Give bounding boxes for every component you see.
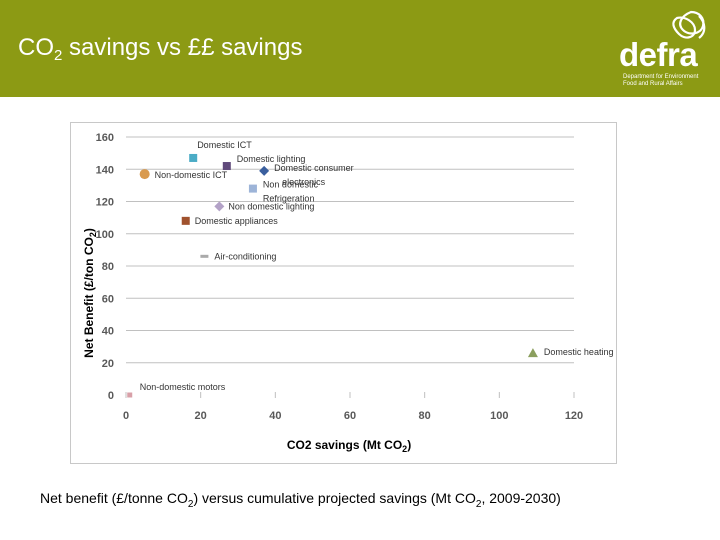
chart-caption: Net benefit (£/tonne CO2) versus cumulat… <box>40 490 561 510</box>
data-point: Domestic appliances <box>181 216 279 226</box>
point-label: Non-domestic ICT <box>155 170 228 180</box>
y-tick-label: 140 <box>96 164 114 176</box>
x-tick-label: 80 <box>419 410 431 422</box>
point-label: Non domestic Refrigeration <box>263 180 319 204</box>
data-point: Non-domestic motors <box>127 382 226 398</box>
y-tick-label: 0 <box>108 390 114 402</box>
point-marker <box>259 165 270 176</box>
logo-wordmark: defra <box>619 36 698 73</box>
point-marker <box>127 392 133 398</box>
y-tick-label: 60 <box>102 293 114 305</box>
title-banner: CO2 savings vs ££ savings defra Departme… <box>0 0 720 97</box>
data-point: Non domestic Refrigeration <box>248 180 319 204</box>
point-label: Domestic consumer electronics <box>274 163 354 187</box>
y-tick-label: 80 <box>102 261 114 273</box>
point-marker <box>248 184 257 193</box>
data-point: Domestic lighting <box>222 154 306 171</box>
x-tick-label: 40 <box>269 410 281 422</box>
point-label: Domestic lighting <box>237 154 306 164</box>
y-tick-label: 120 <box>96 197 114 209</box>
x-axis-title: CO2 savings (Mt CO2) <box>287 438 411 454</box>
y-axis-title: Net Benefit (£/ton CO2) <box>82 228 98 358</box>
point-label: Domestic ICT <box>197 140 252 150</box>
scatter-chart: 0 20 40 60 80 100 120 140 160 0 20 40 60 80 100 120 Do… <box>82 132 614 454</box>
point-marker <box>527 348 538 358</box>
point-label: Non-domestic motors <box>140 382 226 392</box>
point-label: Air-conditioning <box>214 251 276 261</box>
x-tick-label: 0 <box>123 410 129 422</box>
point-marker <box>139 169 150 180</box>
point-marker <box>214 201 225 212</box>
y-tick-label: 40 <box>102 326 114 338</box>
data-point: Non-domestic ICT <box>139 169 228 180</box>
y-tick-label: 100 <box>96 229 114 241</box>
chart-frame: 0 20 40 60 80 100 120 140 160 0 20 40 60 80 100 120 Do… <box>70 122 617 464</box>
defra-logo: defra Department for Environment Food an… <box>605 8 713 92</box>
point-marker <box>181 216 190 225</box>
logo-line-2: Food and Rural Affairs <box>623 81 683 87</box>
leaf-knot-icon <box>672 10 706 39</box>
data-point: Domestic heating <box>527 347 614 358</box>
slide-title: CO2 savings vs ££ savings <box>18 34 303 64</box>
x-tick-label: 120 <box>565 410 583 422</box>
x-tick-label: 100 <box>490 410 508 422</box>
y-tick-label: 20 <box>102 358 114 370</box>
point-marker <box>200 254 209 258</box>
x-tick-label: 60 <box>344 410 356 422</box>
logo-line-1: Department for Environment <box>623 74 699 80</box>
point-label: Domestic heating <box>544 347 614 357</box>
point-label: Domestic appliances <box>195 216 279 226</box>
x-tick-label: 20 <box>195 410 207 422</box>
y-tick-label: 160 <box>96 132 114 144</box>
data-point: Domestic ICT <box>189 140 252 162</box>
data-point: Domestic consumer electronics <box>259 163 354 187</box>
data-point: Air-conditioning <box>200 251 276 261</box>
point-marker <box>189 153 198 162</box>
point-marker <box>222 162 231 171</box>
point-label: Non domestic lighting <box>228 201 314 211</box>
data-point: Non domestic lighting <box>214 201 314 212</box>
